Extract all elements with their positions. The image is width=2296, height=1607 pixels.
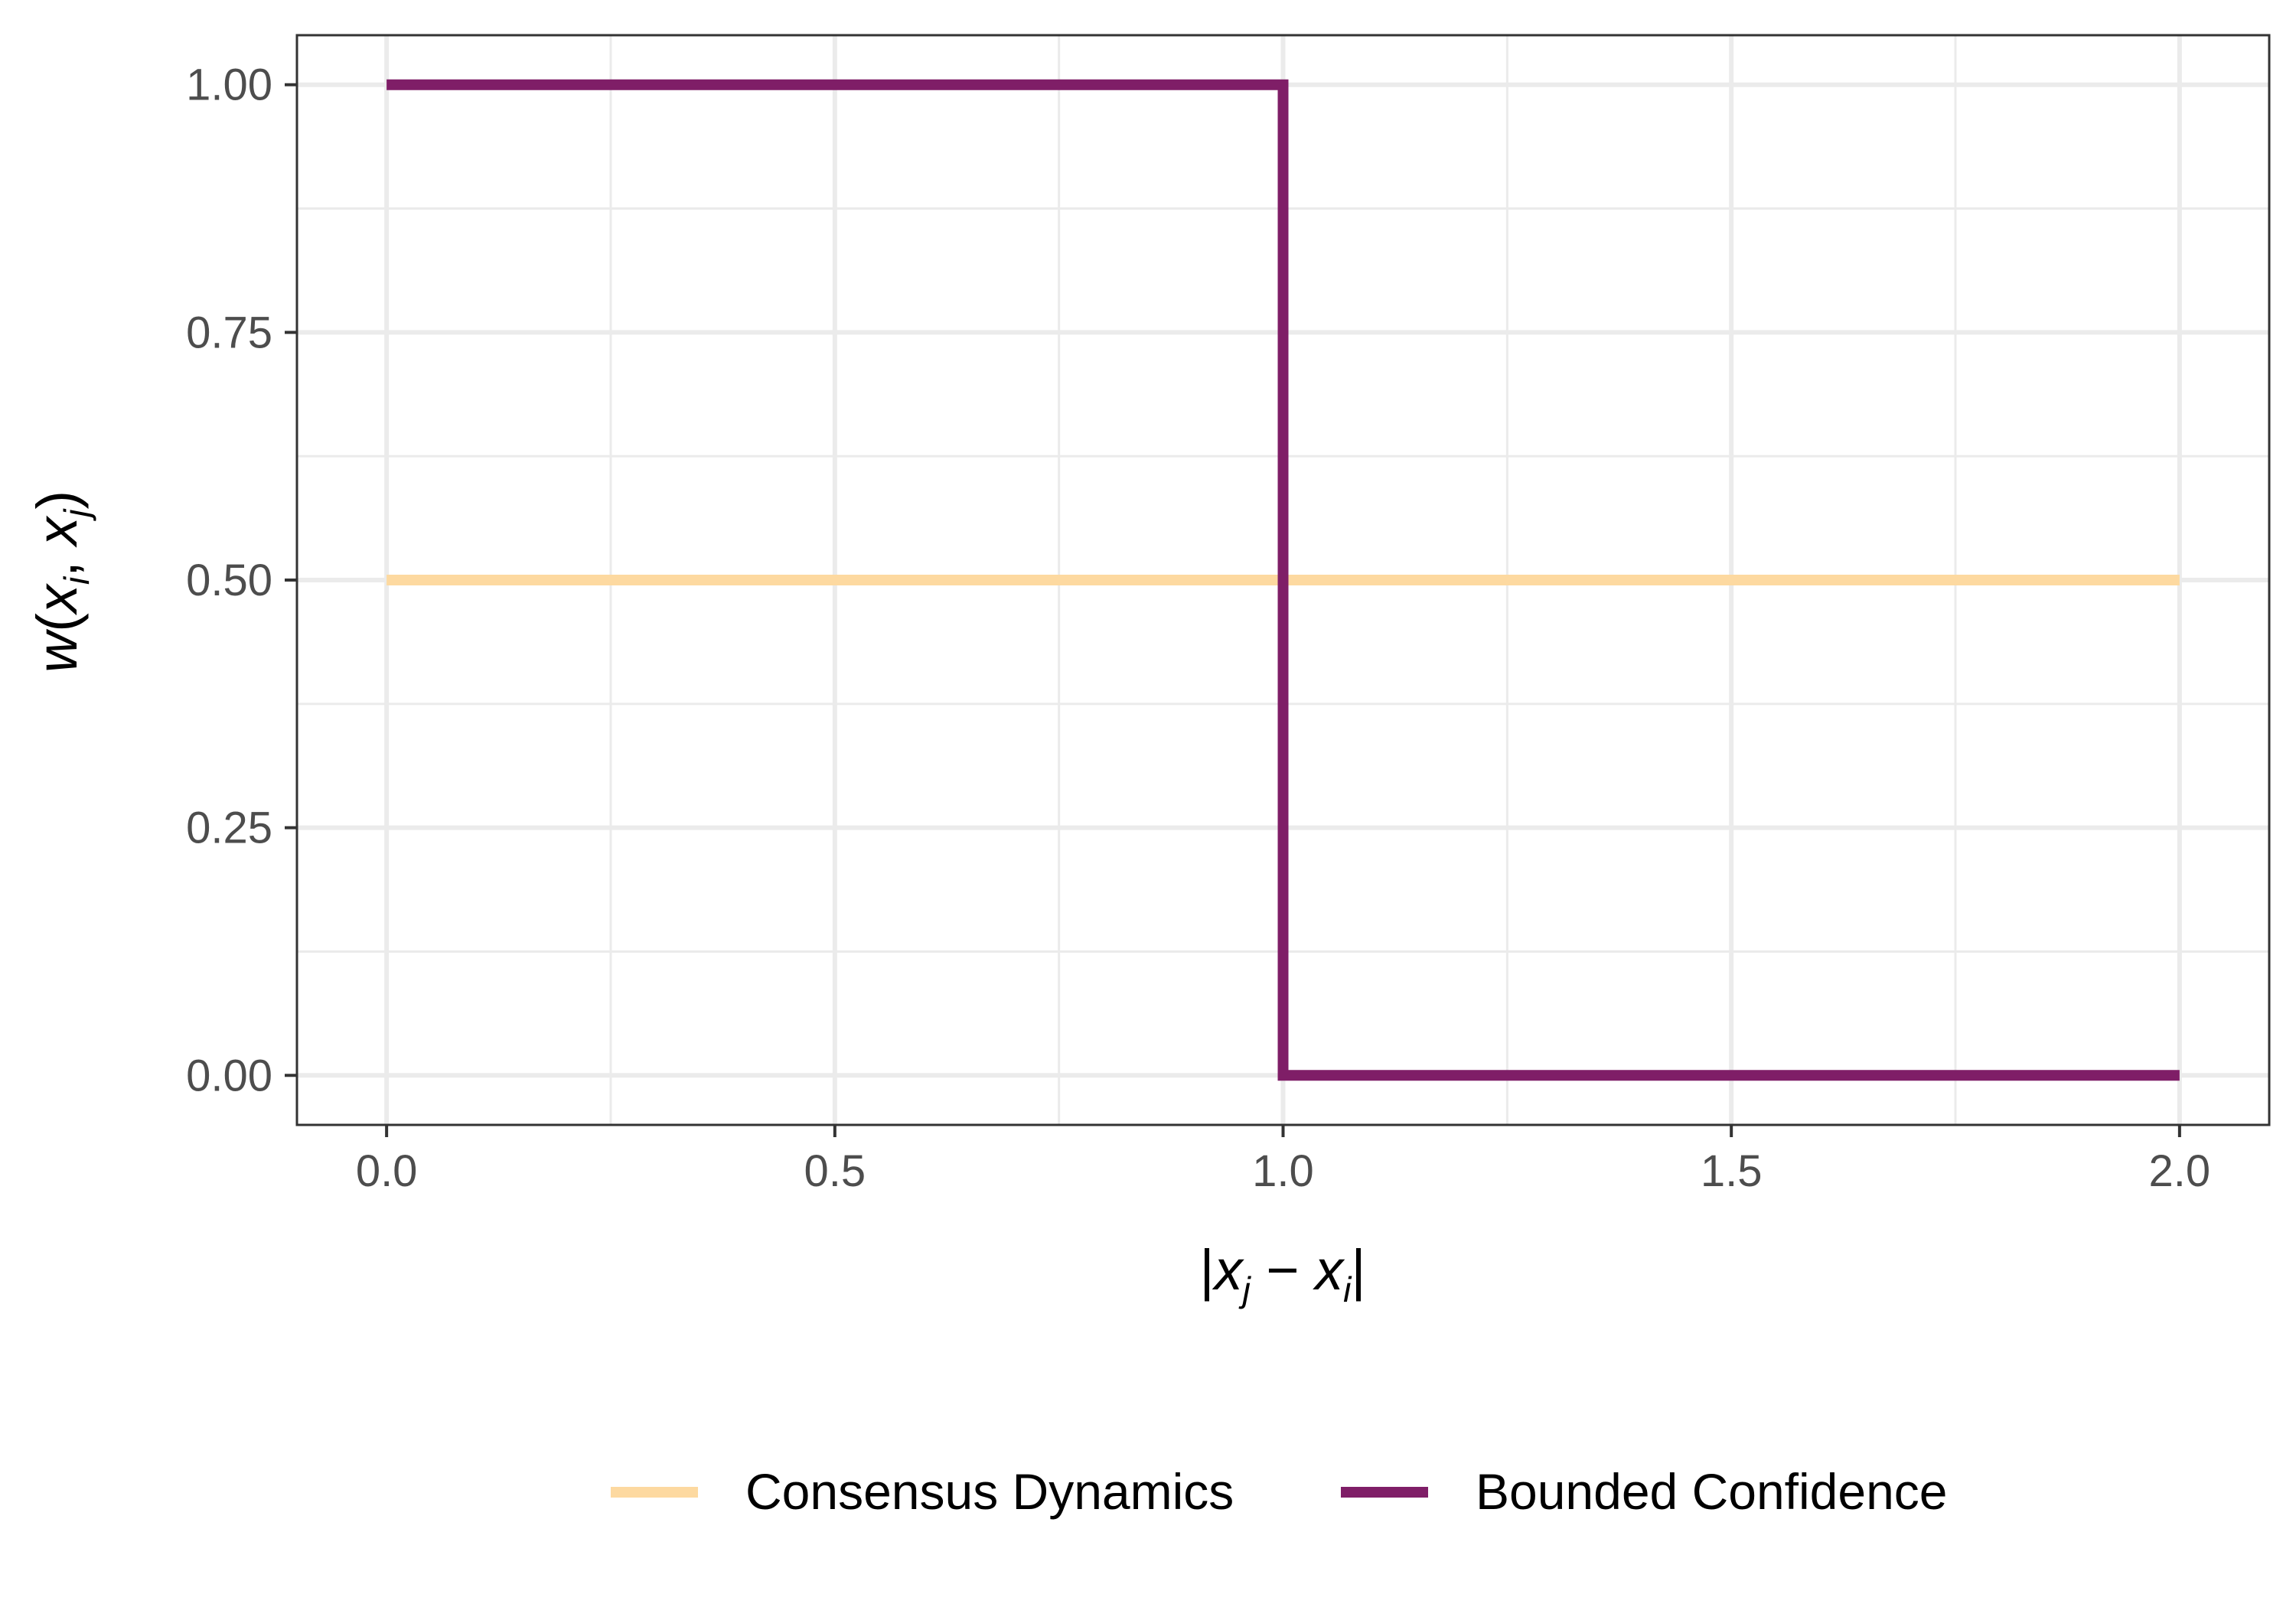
series-layer bbox=[386, 79, 2180, 1081]
x-axis-title-minus: − bbox=[1251, 1238, 1315, 1302]
legend-label-1: Bounded Confidence bbox=[1476, 1463, 1948, 1520]
x-axis-title-bar-left: | bbox=[1199, 1238, 1214, 1302]
x-axis-title-xi: x bbox=[1313, 1238, 1345, 1302]
legend: Consensus Dynamics Bounded Confidence bbox=[611, 1463, 1948, 1520]
y-tick-label: 1.00 bbox=[186, 60, 272, 110]
y-tick-label: 0.50 bbox=[186, 556, 272, 605]
legend-label-0: Consensus Dynamics bbox=[745, 1463, 1234, 1520]
y-tick-label: 0.00 bbox=[186, 1051, 272, 1100]
x-axis-title-xj: x bbox=[1212, 1238, 1245, 1302]
x-tick-label: 2.0 bbox=[2149, 1146, 2211, 1196]
x-axis-title: |xj − xi| bbox=[1199, 1238, 1365, 1309]
y-tick-label: 0.25 bbox=[186, 804, 272, 853]
x-tick-label: 0.5 bbox=[804, 1146, 866, 1196]
series-line-1 bbox=[386, 79, 2180, 1081]
x-tick-label: 1.0 bbox=[1252, 1146, 1314, 1196]
y-axis-ticks: 0.00 0.25 0.50 0.75 1.00 bbox=[186, 60, 297, 1100]
x-tick-label: 1.5 bbox=[1701, 1146, 1763, 1196]
x-tick-label: 0.0 bbox=[356, 1146, 418, 1196]
y-tick-label: 0.75 bbox=[186, 308, 272, 357]
x-axis-ticks: 0.0 0.5 1.0 1.5 2.0 bbox=[356, 1125, 2210, 1196]
x-axis-title-bar-right: | bbox=[1351, 1238, 1365, 1302]
y-axis-title: w(xi, xj) bbox=[25, 491, 96, 673]
